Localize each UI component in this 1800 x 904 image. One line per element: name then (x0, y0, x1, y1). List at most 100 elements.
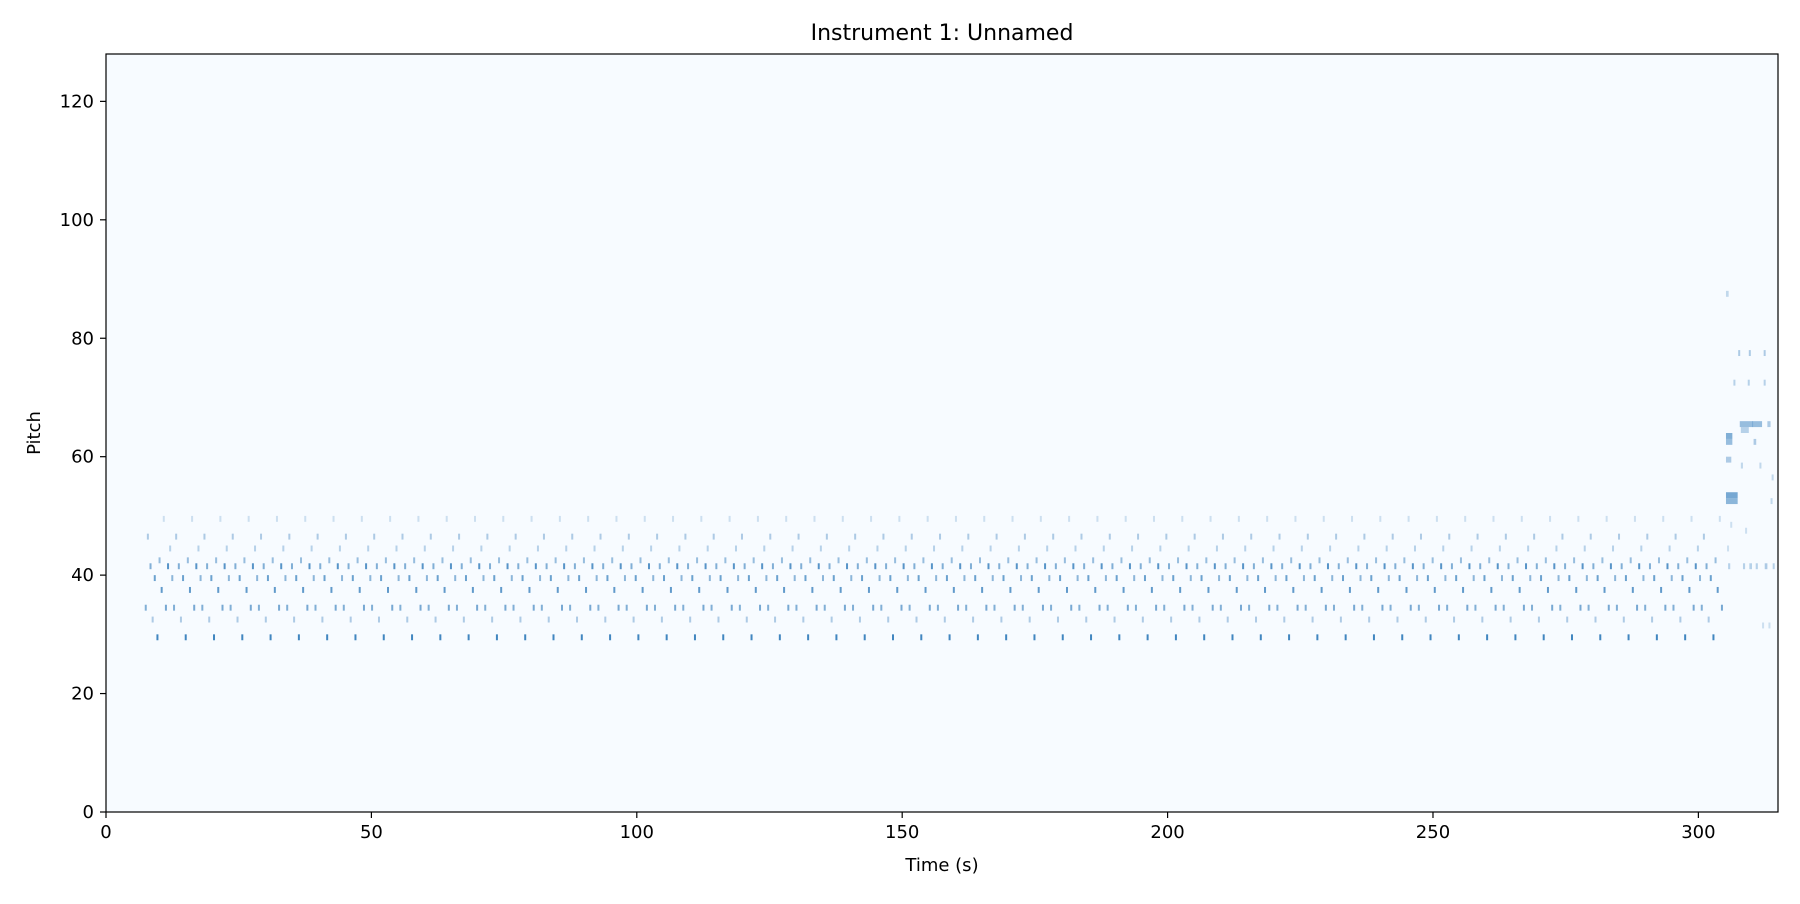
note (1283, 616, 1286, 623)
note (1009, 586, 1012, 593)
y-tick-label: 100 (60, 210, 94, 231)
note (449, 563, 452, 570)
note (195, 563, 198, 570)
note (208, 616, 211, 623)
note (1052, 533, 1055, 540)
note (524, 634, 527, 641)
note (689, 616, 692, 623)
note (928, 604, 931, 611)
note (1074, 545, 1077, 552)
note (756, 515, 759, 522)
note (1725, 492, 1738, 499)
note (1177, 557, 1180, 564)
note (1076, 575, 1079, 582)
note (765, 575, 768, 582)
note (1718, 515, 1721, 522)
note (256, 575, 259, 582)
note (889, 575, 892, 582)
note (987, 563, 990, 570)
note (193, 604, 196, 611)
note (704, 563, 707, 570)
note (1185, 563, 1188, 570)
note (375, 563, 378, 570)
note (1426, 575, 1429, 582)
note (1624, 575, 1627, 582)
note (231, 533, 234, 540)
note (1181, 515, 1184, 522)
note (225, 545, 228, 552)
note (1700, 604, 1703, 611)
note (1059, 575, 1062, 582)
note (1044, 563, 1047, 570)
note (1070, 604, 1073, 611)
note (1268, 604, 1271, 611)
note (1131, 545, 1134, 552)
note (1629, 557, 1632, 564)
note (443, 586, 446, 593)
note (419, 604, 422, 611)
note (1407, 515, 1410, 522)
note (304, 515, 307, 522)
note (478, 563, 481, 570)
note (1692, 604, 1695, 611)
note (961, 545, 964, 552)
note (269, 634, 272, 641)
note (1596, 575, 1599, 582)
note (491, 616, 494, 623)
note (597, 604, 600, 611)
note (1587, 604, 1590, 611)
note (843, 604, 846, 611)
note (182, 575, 185, 582)
note (1622, 616, 1625, 623)
note (199, 575, 202, 582)
note (215, 557, 218, 564)
note (752, 557, 755, 564)
x-tick-label: 200 (1150, 822, 1184, 843)
note (939, 533, 942, 540)
note (1054, 563, 1057, 570)
note (1255, 616, 1258, 623)
note (1472, 575, 1475, 582)
note (667, 557, 670, 564)
note (1612, 545, 1615, 552)
y-tick-label: 40 (71, 565, 94, 586)
note (1385, 545, 1388, 552)
note (900, 604, 903, 611)
note (1444, 575, 1447, 582)
note (793, 575, 796, 582)
note (1332, 604, 1335, 611)
note (1453, 616, 1456, 623)
note (397, 575, 400, 582)
note (1446, 604, 1449, 611)
note (1551, 604, 1554, 611)
note (1707, 616, 1710, 623)
note (995, 533, 998, 540)
note (1638, 563, 1641, 570)
note (1198, 616, 1201, 623)
note (1540, 575, 1543, 582)
note (856, 563, 859, 570)
note (1585, 575, 1588, 582)
note (387, 586, 389, 593)
note (300, 557, 303, 564)
note (1242, 563, 1245, 570)
note (1339, 616, 1342, 623)
note (1466, 604, 1469, 611)
note (1048, 575, 1051, 582)
note (1300, 545, 1303, 552)
note (173, 604, 176, 611)
note (452, 545, 455, 552)
note (421, 563, 424, 570)
note (1502, 604, 1505, 611)
note (1348, 586, 1351, 593)
note (637, 634, 640, 641)
note (634, 575, 637, 582)
note (1231, 634, 1234, 641)
note (519, 616, 522, 623)
note (737, 575, 740, 582)
note (1702, 533, 1705, 540)
note (1533, 533, 1536, 540)
note (293, 616, 296, 623)
note (839, 586, 842, 593)
note (791, 545, 794, 552)
